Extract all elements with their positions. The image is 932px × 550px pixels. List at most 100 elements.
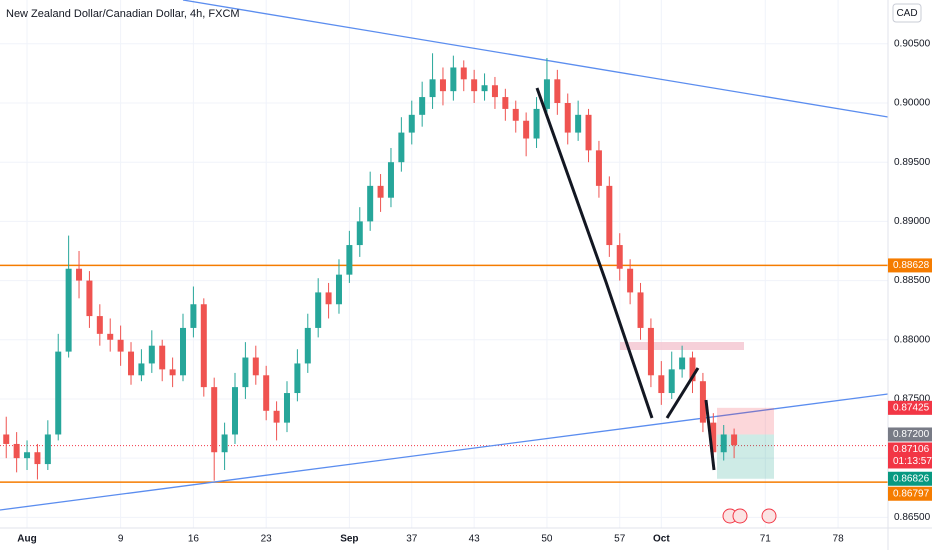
candle-body — [595, 150, 602, 186]
candle-body — [429, 79, 436, 98]
price-label: 0.86797 — [893, 488, 930, 499]
price-label: 0.87200 — [893, 429, 930, 440]
candle-body — [242, 357, 249, 388]
candle-body — [200, 304, 207, 388]
candle-body — [616, 245, 623, 269]
candle-body — [367, 185, 374, 222]
price-label-box — [888, 442, 932, 469]
candle-body — [138, 363, 145, 376]
candle-body — [471, 79, 478, 92]
candle-body — [96, 316, 103, 334]
candle-body — [668, 369, 675, 394]
candle-body — [647, 327, 654, 376]
candle-body — [689, 357, 696, 382]
candle-body — [55, 351, 62, 435]
price-label-box — [888, 258, 932, 273]
candle-body — [273, 410, 280, 423]
candle-body — [356, 221, 363, 246]
price-label-box — [888, 471, 932, 486]
candle-body — [387, 162, 394, 198]
x-tick-label: 16 — [188, 534, 200, 545]
currency-label: CAD — [896, 8, 917, 19]
candle-body — [128, 351, 135, 376]
event-icon[interactable] — [732, 508, 748, 524]
risk-zone — [717, 407, 774, 435]
candle-body — [502, 97, 509, 109]
y-tick-label: 0.88000 — [894, 334, 931, 345]
candle-body — [585, 114, 592, 151]
y-tick-label: 0.90000 — [894, 98, 931, 109]
candle-body — [107, 333, 114, 340]
y-tick-label: 0.87500 — [894, 394, 931, 405]
y-tick-label: 0.89500 — [894, 157, 931, 168]
candle-body — [543, 79, 550, 109]
candle-body — [315, 292, 322, 328]
candle-body — [169, 369, 176, 376]
candle-body — [294, 363, 301, 394]
candle-body — [408, 114, 415, 133]
candle-body — [439, 79, 446, 92]
position-tool — [717, 407, 774, 479]
trendline — [182, 0, 889, 118]
currency-button[interactable] — [892, 3, 922, 23]
candle-body — [564, 102, 571, 133]
x-tick-label: 9 — [118, 534, 124, 545]
pattern-line — [704, 399, 716, 471]
candle-body — [24, 452, 31, 459]
candles — [3, 53, 738, 481]
candle-body — [76, 268, 83, 281]
x-tick-label: 57 — [614, 534, 626, 545]
y-tick-label: 0.88500 — [894, 275, 931, 286]
candle-body — [377, 185, 384, 198]
y-tick-label: 0.89000 — [894, 216, 931, 227]
x-tick-label: 78 — [833, 534, 845, 545]
price-label-box — [888, 400, 932, 415]
candle-body — [710, 422, 717, 453]
candle-body — [44, 434, 51, 465]
price-label: 0.88628 — [893, 260, 930, 271]
candle-body — [627, 268, 634, 293]
candle-body — [720, 434, 727, 453]
candle-body — [658, 375, 665, 394]
candle-body — [637, 292, 644, 328]
x-tick-label: Oct — [653, 534, 670, 545]
candle-body — [221, 434, 228, 453]
candle-body — [346, 245, 353, 275]
candle-body — [13, 443, 20, 459]
candle-body — [65, 268, 72, 352]
candle-body — [335, 274, 342, 305]
x-tick-label: 37 — [406, 534, 418, 545]
candle-body — [606, 185, 613, 246]
candle-body — [460, 67, 467, 80]
candle-body — [231, 387, 238, 435]
candle-body — [419, 97, 426, 115]
x-tick-label: 71 — [760, 534, 772, 545]
price-label-box — [888, 486, 932, 501]
candle-body — [190, 304, 197, 328]
x-tick-label: 50 — [541, 534, 553, 545]
candle-body — [699, 381, 706, 423]
event-icon[interactable] — [761, 508, 777, 524]
price-label: 0.87425 — [893, 402, 930, 413]
candle-body — [252, 357, 259, 376]
candle-body — [481, 85, 488, 92]
y-tick-label: 0.86500 — [894, 512, 931, 523]
candle-body — [148, 345, 155, 364]
axes: 0.865000.870000.875000.880000.885000.890… — [17, 38, 932, 545]
candle-body — [450, 67, 457, 92]
candle-body — [180, 327, 187, 376]
candle-body — [283, 393, 290, 423]
candle-body — [679, 357, 686, 370]
candle-body — [512, 108, 519, 121]
candle-body — [325, 292, 332, 305]
y-tick-label: 0.90500 — [894, 38, 931, 49]
x-tick-label: 43 — [469, 534, 481, 545]
candle-body — [575, 114, 582, 133]
candle-body — [304, 327, 311, 364]
chart-title: New Zealand Dollar/Canadian Dollar, 4h, … — [6, 8, 240, 20]
countdown: 01:13:57 — [893, 456, 932, 467]
x-tick-label: Aug — [17, 534, 36, 545]
candle-body — [533, 108, 540, 139]
